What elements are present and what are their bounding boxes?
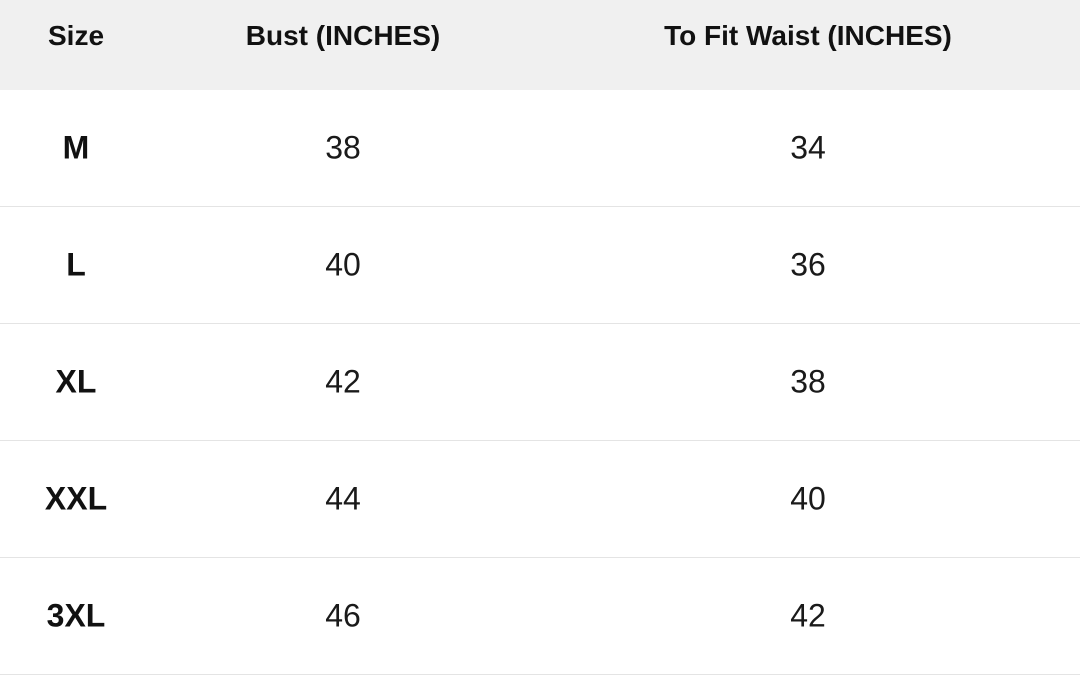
header-size: Size	[47, 20, 105, 51]
table-row: 3XL 46 42	[0, 558, 1080, 675]
size-cell: 3XL	[46, 597, 106, 634]
size-cell: M	[62, 129, 90, 166]
bust-cell: 38	[325, 129, 361, 166]
waist-cell: 34	[790, 129, 826, 166]
table-header-row: Size Bust (INCHES) To Fit Waist (INCHES)	[0, 0, 1080, 90]
table-row: L 40 36	[0, 207, 1080, 324]
waist-cell: 40	[790, 480, 826, 517]
table-row: XL 42 38	[0, 324, 1080, 441]
waist-cell: 36	[790, 246, 826, 283]
header-waist: To Fit Waist (INCHES)	[664, 20, 952, 51]
bust-cell: 42	[325, 363, 361, 400]
size-cell: L	[66, 246, 86, 283]
size-cell: XL	[55, 363, 97, 400]
header-bust: Bust (INCHES)	[245, 20, 441, 51]
bust-cell: 44	[325, 480, 361, 517]
bust-cell: 40	[325, 246, 361, 283]
waist-cell: 38	[790, 363, 826, 400]
table-row: M 38 34	[0, 90, 1080, 207]
waist-cell: 42	[790, 597, 826, 634]
size-cell: XXL	[44, 480, 108, 517]
table-row: XXL 44 40	[0, 441, 1080, 558]
bust-cell: 46	[325, 597, 361, 634]
